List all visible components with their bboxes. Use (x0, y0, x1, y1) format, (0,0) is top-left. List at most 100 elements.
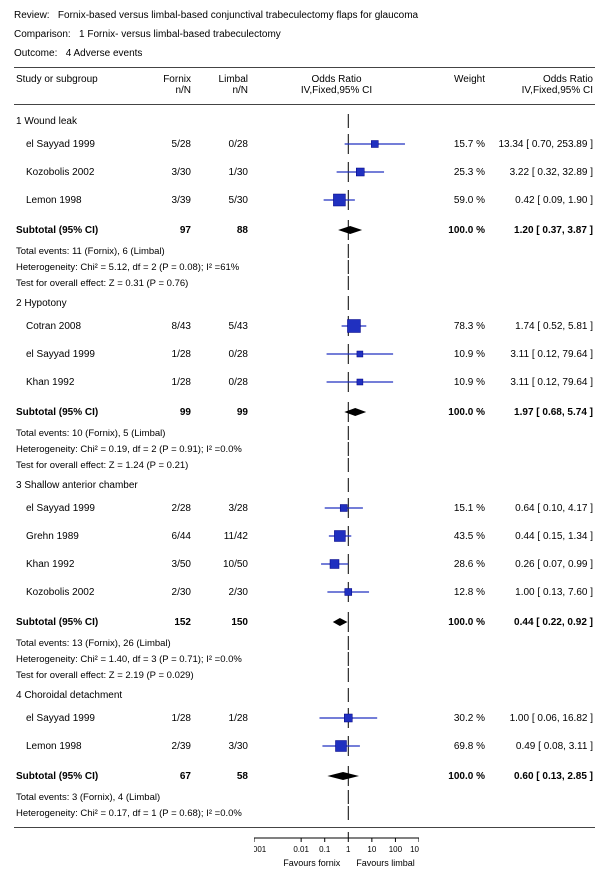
subtotal-limbal: 99 (199, 396, 254, 425)
study-row: el Sayyad 1999 5/28 0/28 15.7 % 13.34 [ … (14, 130, 595, 158)
group-title: 4 Choroidal detachment (14, 683, 144, 704)
group-title: 2 Hypotony (14, 291, 144, 312)
group-title: 1 Wound leak (14, 109, 144, 130)
subtotal-limbal: 88 (199, 214, 254, 243)
fornix-value: 1/28 (144, 704, 199, 732)
weight-value: 69.8 % (419, 732, 489, 760)
weight-value: 43.5 % (419, 522, 489, 550)
forest-diamond (254, 402, 419, 422)
forest-axis-line (254, 114, 419, 128)
review-label: Review: (14, 10, 50, 21)
study-row: el Sayyad 1999 1/28 1/28 30.2 % 1.00 [ 0… (14, 704, 595, 732)
axis-svg: 0.0001 0.01 0.1 1 10 100 1000 Favours fo… (254, 832, 419, 876)
col-fornix-top: Fornix (144, 72, 199, 85)
fornix-value: 2/39 (144, 732, 199, 760)
weight-value: 12.8 % (419, 578, 489, 606)
or-value: 0.26 [ 0.07, 0.99 ] (489, 550, 595, 578)
forest-plot-body: 1 Wound leak el Sayyad 1999 5/28 0/28 15… (14, 109, 595, 821)
forest-axis-line (254, 276, 419, 290)
forest-axis-line (254, 806, 419, 820)
forest-diamond (254, 612, 419, 632)
limbal-value: 3/30 (199, 732, 254, 760)
or-value: 1.00 [ 0.13, 7.60 ] (489, 578, 595, 606)
study-row: Cotran 2008 8/43 5/43 78.3 % 1.74 [ 0.52… (14, 312, 595, 340)
fornix-value: 3/50 (144, 550, 199, 578)
forest-axis-line (254, 668, 419, 682)
header-rule-bot (14, 104, 595, 105)
fornix-value: 6/44 (144, 522, 199, 550)
or-value: 3.11 [ 0.12, 79.64 ] (489, 368, 595, 396)
comparison-text: 1 Fornix- versus limbal-based trabeculec… (79, 29, 281, 40)
subtotal-or: 1.97 [ 0.68, 5.74 ] (489, 396, 595, 425)
note-text: Heterogeneity: Chi² = 1.40, df = 3 (P = … (14, 651, 254, 667)
forest-axis-line (254, 426, 419, 440)
limbal-value: 3/28 (199, 494, 254, 522)
fornix-value: 5/28 (144, 130, 199, 158)
note-text: Heterogeneity: Chi² = 0.17, df = 1 (P = … (14, 805, 254, 821)
study-name: Kozobolis 2002 (14, 578, 144, 606)
note-text: Total events: 3 (Fornix), 4 (Limbal) (14, 789, 254, 805)
or-value: 0.64 [ 0.10, 4.17 ] (489, 494, 595, 522)
fornix-value: 3/30 (144, 158, 199, 186)
axis-table: 0.0001 0.01 0.1 1 10 100 1000 Favours fo… (14, 832, 595, 876)
study-name: el Sayyad 1999 (14, 130, 144, 158)
or-value: 0.44 [ 0.15, 1.34 ] (489, 522, 595, 550)
col-limbal-bot: n/N (199, 85, 254, 98)
study-row: Khan 1992 3/50 10/50 28.6 % 0.26 [ 0.07,… (14, 550, 595, 578)
or-value: 3.11 [ 0.12, 79.64 ] (489, 340, 595, 368)
forest-diamond (254, 220, 419, 240)
forest-axis-line (254, 652, 419, 666)
col-fornix-bot: n/N (144, 85, 199, 98)
or-value: 0.49 [ 0.08, 3.11 ] (489, 732, 595, 760)
forest-axis-line (254, 478, 419, 492)
note-text: Total events: 11 (Fornix), 6 (Limbal) (14, 243, 254, 259)
study-name: el Sayyad 1999 (14, 494, 144, 522)
weight-value: 10.9 % (419, 368, 489, 396)
subtotal-row: Subtotal (95% CI) 67 58 100.0 % 0.60 [ 0… (14, 760, 595, 789)
col-or-text-top: Odds Ratio (489, 72, 595, 85)
outcome-label: Outcome: (14, 48, 57, 59)
limbal-value: 1/30 (199, 158, 254, 186)
fornix-value: 3/39 (144, 186, 199, 214)
forest-axis-line (254, 260, 419, 274)
or-value: 1.00 [ 0.06, 16.82 ] (489, 704, 595, 732)
fornix-value: 2/30 (144, 578, 199, 606)
subtotal-label: Subtotal (95% CI) (14, 606, 144, 635)
forest-axis-line (254, 458, 419, 472)
col-study-top: Study or subgroup (14, 72, 144, 85)
study-row: Kozobolis 2002 3/30 1/30 25.3 % 3.22 [ 0… (14, 158, 595, 186)
forest-axis-line (254, 296, 419, 310)
study-name: el Sayyad 1999 (14, 340, 144, 368)
limbal-value: 11/42 (199, 522, 254, 550)
limbal-value: 0/28 (199, 368, 254, 396)
col-limbal-top: Limbal (199, 72, 254, 85)
subtotal-weight: 100.0 % (419, 606, 489, 635)
subtotal-or: 0.44 [ 0.22, 0.92 ] (489, 606, 595, 635)
limbal-value: 2/30 (199, 578, 254, 606)
subtotal-weight: 100.0 % (419, 760, 489, 789)
subtotal-label: Subtotal (95% CI) (14, 760, 144, 789)
weight-value: 59.0 % (419, 186, 489, 214)
study-row: el Sayyad 1999 1/28 0/28 10.9 % 3.11 [ 0… (14, 340, 595, 368)
study-name: Lemon 1998 (14, 732, 144, 760)
svg-text:10: 10 (367, 845, 376, 854)
forest-marker (254, 162, 419, 182)
subtotal-label: Subtotal (95% CI) (14, 396, 144, 425)
forest-marker (254, 134, 419, 154)
subtotal-weight: 100.0 % (419, 214, 489, 243)
group-title: 3 Shallow anterior chamber (14, 473, 144, 494)
fornix-value: 1/28 (144, 340, 199, 368)
svg-text:0.01: 0.01 (293, 845, 309, 854)
subtotal-fornix: 67 (144, 760, 199, 789)
limbal-value: 1/28 (199, 704, 254, 732)
forest-plot-table: Study or subgroup Fornix Limbal Odds Rat… (14, 72, 595, 98)
subtotal-fornix: 152 (144, 606, 199, 635)
subtotal-fornix: 97 (144, 214, 199, 243)
comparison-label: Comparison: (14, 29, 71, 40)
weight-value: 25.3 % (419, 158, 489, 186)
svg-text:1000: 1000 (410, 845, 419, 854)
study-row: Lemon 1998 3/39 5/30 59.0 % 0.42 [ 0.09,… (14, 186, 595, 214)
or-value: 0.42 [ 0.09, 1.90 ] (489, 186, 595, 214)
study-name: Khan 1992 (14, 550, 144, 578)
fornix-value: 1/28 (144, 368, 199, 396)
